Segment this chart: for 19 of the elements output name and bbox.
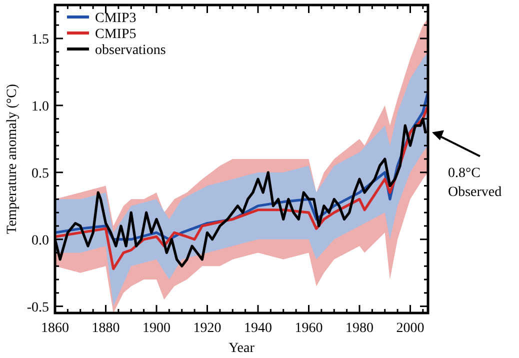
y-tick-label: 0.5 (32, 166, 49, 182)
x-tick-label: 1940 (244, 321, 272, 336)
x-axis-title: Year (228, 341, 255, 356)
legend-label: CMIP3 (95, 11, 136, 26)
y-tick-label: -0.5 (26, 300, 49, 316)
y-axis-title: Temperature anomaly (°C) (5, 84, 20, 234)
y-tick-label: 1.0 (32, 99, 49, 114)
x-tick-label: 1880 (92, 321, 120, 336)
x-tick-label: 2000 (396, 321, 424, 336)
annotation: 0.8°C Observed (448, 166, 502, 200)
legend-label: CMIP5 (95, 27, 136, 42)
legend-label: observations (95, 43, 166, 58)
x-tick-label: 1900 (142, 321, 170, 336)
x-tick-label: 1860 (41, 321, 69, 336)
x-tick-label: 1920 (193, 321, 222, 336)
y-tick-label: 1.5 (32, 32, 49, 48)
x-tick-label: 1980 (345, 321, 374, 336)
x-tick-label: 1960 (294, 321, 323, 336)
y-tick-label: 0.0 (32, 233, 49, 248)
